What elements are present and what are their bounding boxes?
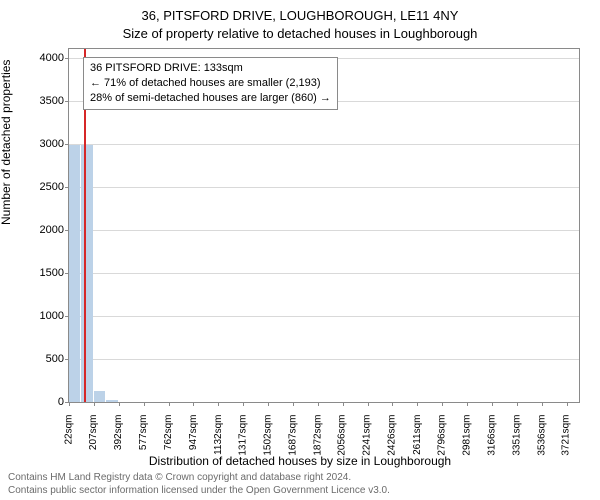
- chart-title-line2: Size of property relative to detached ho…: [0, 26, 600, 41]
- x-axis-label: Distribution of detached houses by size …: [0, 454, 600, 468]
- x-tick-label: 2056sqm: [337, 415, 348, 456]
- x-tick-label: 1317sqm: [238, 415, 249, 456]
- x-tick-mark: [517, 402, 518, 406]
- x-tick-label: 1872sqm: [312, 415, 323, 456]
- y-tick-mark: [65, 101, 69, 102]
- x-tick-label: 1502sqm: [263, 415, 274, 456]
- x-tick-label: 3351sqm: [511, 415, 522, 456]
- y-tick-label: 3000: [40, 138, 64, 150]
- plot-area: 36 PITSFORD DRIVE: 133sqm ← 71% of detac…: [68, 48, 580, 403]
- x-tick-mark: [467, 402, 468, 406]
- y-tick-mark: [65, 58, 69, 59]
- y-tick-label: 0: [58, 396, 64, 408]
- y-tick-label: 1000: [40, 310, 64, 322]
- x-tick-label: 1687sqm: [287, 415, 298, 456]
- x-tick-label: 947sqm: [188, 415, 199, 451]
- x-tick-mark: [343, 402, 344, 406]
- x-tick-label: 2611sqm: [412, 415, 423, 455]
- x-tick-mark: [318, 402, 319, 406]
- y-axis-label: Number of detached properties: [0, 60, 13, 225]
- x-tick-label: 2981sqm: [462, 415, 473, 456]
- x-tick-label: 762sqm: [163, 415, 174, 451]
- y-tick-label: 2000: [40, 224, 64, 236]
- annotation-line1: 36 PITSFORD DRIVE: 133sqm: [90, 61, 331, 76]
- x-tick-mark: [567, 402, 568, 406]
- x-tick-label: 392sqm: [113, 415, 124, 451]
- x-tick-mark: [169, 402, 170, 406]
- gridline: [69, 316, 579, 317]
- x-tick-mark: [417, 402, 418, 406]
- x-tick-mark: [392, 402, 393, 406]
- x-tick-mark: [144, 402, 145, 406]
- x-tick-mark: [193, 402, 194, 406]
- gridline: [69, 230, 579, 231]
- x-tick-mark: [69, 402, 70, 406]
- y-tick-label: 500: [46, 353, 64, 365]
- x-tick-label: 2241sqm: [362, 415, 373, 456]
- y-tick-label: 1500: [40, 267, 64, 279]
- x-tick-label: 3166sqm: [486, 415, 497, 456]
- annotation-line3: 28% of semi-detached houses are larger (…: [90, 91, 331, 106]
- x-tick-mark: [94, 402, 95, 406]
- x-tick-label: 207sqm: [88, 415, 99, 451]
- x-tick-mark: [243, 402, 244, 406]
- y-tick-label: 2500: [40, 181, 64, 193]
- x-tick-mark: [542, 402, 543, 406]
- x-tick-mark: [119, 402, 120, 406]
- x-tick-label: 22sqm: [64, 415, 75, 445]
- x-tick-label: 3721sqm: [561, 415, 572, 456]
- chart-title-line1: 36, PITSFORD DRIVE, LOUGHBOROUGH, LE11 4…: [0, 8, 600, 23]
- gridline: [69, 187, 579, 188]
- footer-line1: Contains HM Land Registry data © Crown c…: [8, 472, 351, 483]
- histogram-bar: [69, 145, 80, 402]
- x-tick-label: 2426sqm: [387, 415, 398, 456]
- footer-line2: Contains public sector information licen…: [8, 485, 390, 496]
- gridline: [69, 144, 579, 145]
- y-tick-label: 4000: [40, 52, 64, 64]
- y-tick-label: 3500: [40, 95, 64, 107]
- x-tick-label: 2796sqm: [437, 415, 448, 456]
- x-tick-mark: [442, 402, 443, 406]
- gridline: [69, 359, 579, 360]
- x-tick-label: 577sqm: [138, 415, 149, 451]
- x-tick-mark: [218, 402, 219, 406]
- x-tick-label: 1132sqm: [213, 415, 224, 455]
- histogram-bar: [106, 400, 118, 402]
- x-tick-mark: [368, 402, 369, 406]
- annotation-box: 36 PITSFORD DRIVE: 133sqm ← 71% of detac…: [83, 57, 338, 110]
- histogram-bar: [94, 391, 105, 402]
- annotation-line2: ← 71% of detached houses are smaller (2,…: [90, 76, 331, 91]
- gridline: [69, 273, 579, 274]
- x-tick-mark: [293, 402, 294, 406]
- x-tick-mark: [268, 402, 269, 406]
- x-tick-label: 3536sqm: [536, 415, 547, 456]
- x-tick-mark: [492, 402, 493, 406]
